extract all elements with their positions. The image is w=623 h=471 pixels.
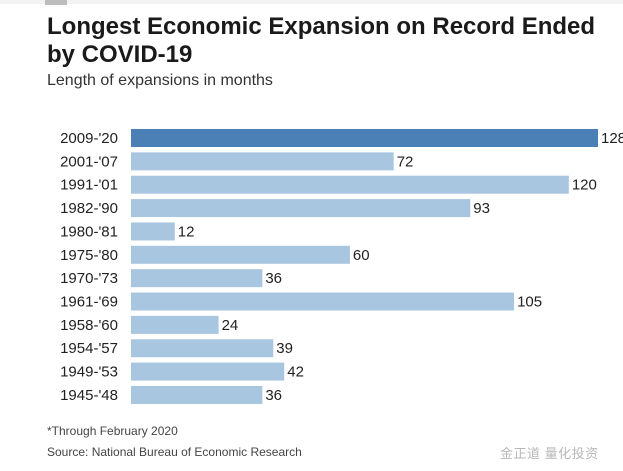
source-note: Source: National Bureau of Economic Rese…: [47, 445, 302, 459]
value-label: 42: [287, 364, 304, 381]
category-label: 1961-'69: [60, 294, 118, 311]
bar: [131, 362, 285, 381]
bar: [131, 175, 569, 194]
category-label: 1980-'81: [60, 223, 118, 240]
bar: [131, 385, 263, 404]
value-label: 93: [473, 200, 490, 217]
value-label: 120: [572, 177, 597, 194]
bar: [131, 222, 175, 241]
top-accent-mark: [45, 0, 67, 5]
category-label: 1970-'73: [60, 270, 118, 287]
category-label: 1975-'80: [60, 247, 118, 264]
category-label: 1954-'57: [60, 340, 118, 357]
category-label: 1991-'01: [60, 177, 118, 194]
bar: [131, 152, 394, 171]
category-label: 2001-'07: [60, 153, 118, 170]
chart-subtitle: Length of expansions in months: [47, 72, 273, 89]
value-label: 24: [222, 317, 239, 334]
category-label: 1949-'53: [60, 364, 118, 381]
footnote: *Through February 2020: [47, 424, 178, 438]
bar: [131, 292, 515, 311]
bar: [131, 339, 274, 358]
value-label: 36: [265, 270, 282, 287]
chart-title: Longest Economic Expansion on Record End…: [47, 13, 596, 68]
bar: [131, 129, 598, 147]
value-label: 36: [265, 387, 282, 404]
value-label: 72: [397, 153, 414, 170]
bar: [131, 245, 350, 264]
bar: [131, 315, 219, 334]
bar: [131, 269, 263, 288]
bar-chart: 2009-'20 128* 2001-'07 72 1991-'01 120 1982-'9…: [60, 129, 623, 404]
value-label: 128*: [601, 130, 623, 147]
category-label: 1958-'60: [60, 317, 118, 334]
category-label: 1945-'48: [60, 387, 118, 404]
value-label: 60: [353, 247, 370, 264]
value-label: 105: [517, 294, 542, 311]
category-label: 1982-'90: [60, 200, 118, 217]
watermark: 金正道 量化投资: [500, 446, 599, 461]
value-label: 12: [178, 223, 195, 240]
bar: [131, 199, 471, 218]
value-label: 39: [276, 340, 293, 357]
category-label: 2009-'20: [60, 130, 118, 147]
top-rule: [0, 0, 623, 4]
